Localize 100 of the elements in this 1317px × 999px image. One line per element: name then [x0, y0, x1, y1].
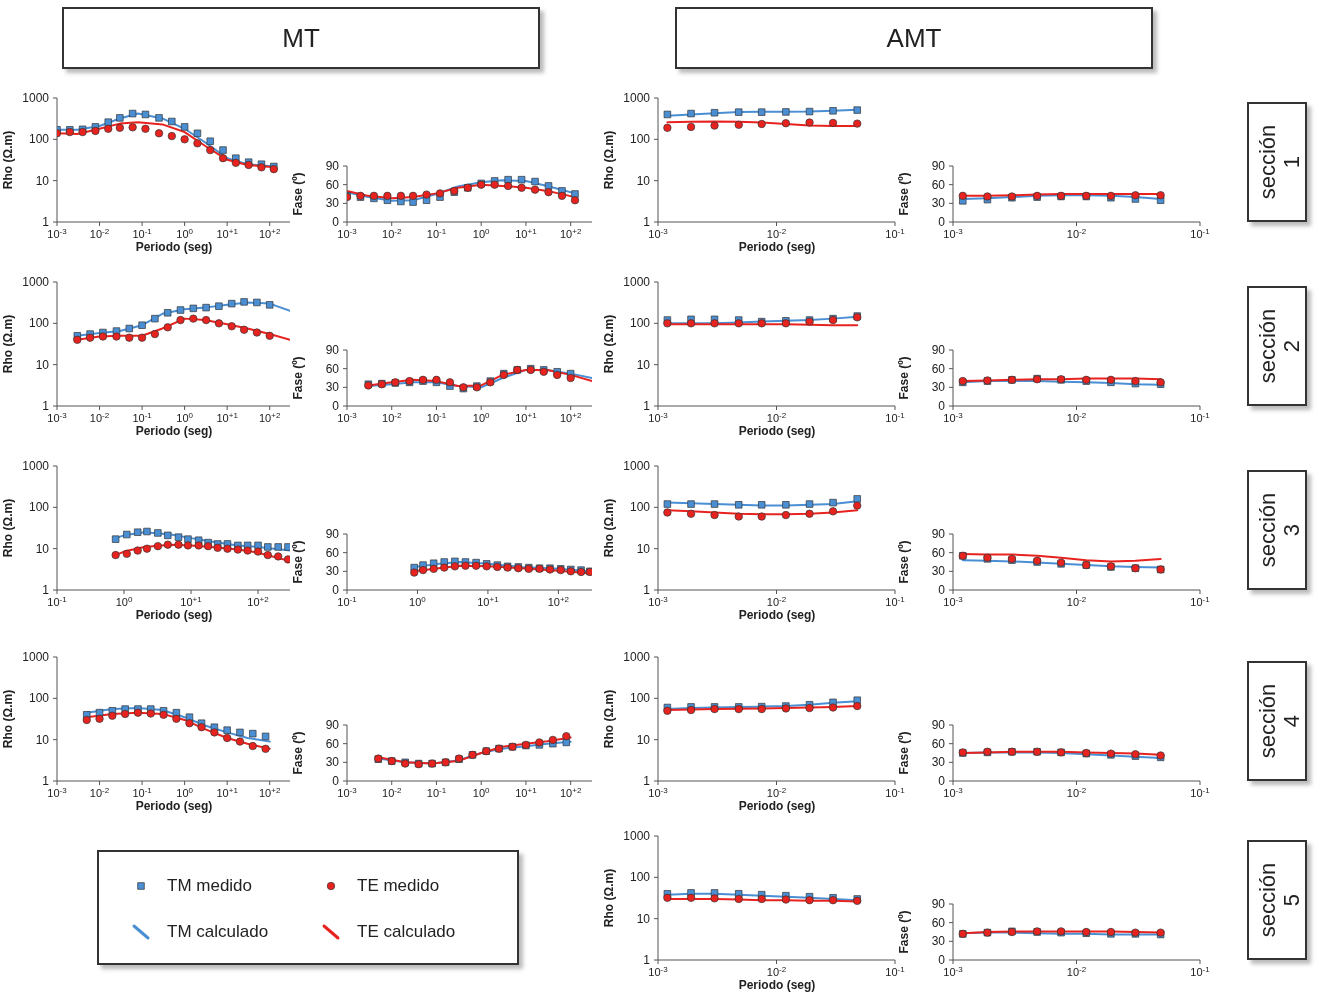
y-tick-label: 10 [35, 173, 50, 188]
y-tick-label: 0 [332, 215, 340, 229]
text: sección 4 [1255, 683, 1304, 759]
x-tick-label: 10$^{-2}$ [1066, 410, 1087, 424]
y-tick-label: 1 [643, 215, 651, 229]
legend-label: TE medido [357, 876, 440, 896]
y-tick-label: 10 [636, 541, 651, 556]
x-axis-title: Periodo (seg) [738, 240, 815, 254]
x-tick-label: 10$^{+1}$ [180, 594, 203, 608]
x-tick-label: 10$^{-2}$ [89, 785, 110, 799]
x-tick-label: 10$^{0}$ [176, 226, 194, 240]
y-tick-label: 1000 [22, 650, 50, 664]
text: sección 1 [1255, 124, 1304, 200]
x-axis-title: Periodo (seg) [135, 240, 212, 254]
y-axis-title: Fase (º) [291, 731, 305, 775]
y-tick-label: 60 [931, 361, 946, 376]
x-tick-label: 10$^{+2}$ [259, 785, 281, 799]
x-tick-label: 10$^{0}$ [176, 785, 194, 799]
y-tick-label: 1000 [22, 459, 50, 473]
y-tick-label: 60 [931, 177, 946, 192]
x-tick-label: 10$^{+2}$ [559, 226, 582, 240]
y-tick-label: 90 [931, 718, 946, 732]
x-tick-label: 10$^{-1}$ [132, 785, 153, 799]
x-tick-label: 10$^{-2}$ [766, 226, 787, 240]
y-tick-label: 60 [325, 736, 340, 751]
y-tick-label: 1 [42, 583, 50, 597]
text: AMT [675, 7, 1153, 69]
y-tick-label: 0 [332, 399, 340, 413]
y-tick-label: 60 [325, 177, 340, 192]
x-tick-label: 10$^{-1}$ [47, 594, 68, 608]
x-tick-label: 10$^{-3}$ [943, 594, 964, 608]
x-tick-label: 10$^{0}$ [409, 594, 427, 608]
x-tick-label: 10$^{-3}$ [47, 410, 68, 424]
y-tick-label: 60 [325, 361, 340, 376]
text: MT [62, 7, 540, 69]
x-tick-label: 10$^{+1}$ [515, 226, 538, 240]
y-tick-label: 100 [28, 132, 50, 147]
y-tick-label: 30 [931, 196, 946, 211]
x-tick-label: 10$^{-1}$ [885, 964, 906, 978]
y-tick-label: 30 [325, 380, 340, 395]
y-tick-label: 30 [325, 755, 340, 770]
y-tick-label: 10 [636, 732, 651, 747]
y-tick-label: 30 [931, 755, 946, 770]
x-tick-label: 10$^{-3}$ [943, 410, 964, 424]
text: sección 2 [1255, 308, 1304, 384]
x-tick-label: 10$^{0}$ [176, 410, 194, 424]
x-tick-label: 10$^{0}$ [472, 226, 491, 240]
y-tick-label: 1 [643, 774, 651, 788]
y-tick-label: 100 [629, 500, 651, 515]
x-tick-label: 10$^{-2}$ [766, 964, 787, 978]
x-tick-label: 10$^{-3}$ [337, 785, 358, 799]
x-tick-label: 10$^{-1}$ [337, 594, 358, 608]
x-tick-label: 10$^{-2}$ [382, 785, 402, 799]
x-tick-label: 10$^{-2}$ [1066, 785, 1087, 799]
y-axis-title: Fase (º) [291, 172, 305, 216]
x-tick-label: 10$^{-1}$ [426, 226, 447, 240]
x-tick-label: 10$^{0}$ [115, 594, 133, 608]
y-tick-label: 100 [28, 316, 50, 331]
x-tick-label: 10$^{-2}$ [1066, 594, 1087, 608]
y-tick-label: 100 [28, 500, 50, 515]
text: sección 3 [1255, 492, 1304, 568]
y-tick-label: 60 [931, 545, 946, 560]
x-axis-title: Periodo (seg) [738, 978, 815, 992]
x-tick-label: 10$^{-2}$ [382, 410, 402, 424]
y-tick-label: 1000 [623, 650, 651, 664]
x-tick-label: 10$^{-3}$ [943, 785, 964, 799]
x-tick-label: 10$^{-1}$ [1190, 594, 1211, 608]
x-tick-label: 10$^{-2}$ [89, 410, 110, 424]
y-axis-title: Rho (Ω.m) [1, 689, 15, 749]
y-axis-title: Fase (º) [291, 540, 305, 584]
x-tick-label: 10$^{-3}$ [648, 410, 669, 424]
x-tick-label: 10$^{-2}$ [766, 594, 787, 608]
x-tick-label: 10$^{-1}$ [885, 785, 906, 799]
y-axis-title: Rho (Ω.m) [602, 689, 616, 749]
y-axis-title: Fase (º) [897, 356, 911, 400]
y-tick-label: 10 [35, 357, 50, 372]
y-tick-label: 90 [931, 159, 946, 173]
y-tick-label: 30 [325, 564, 340, 579]
y-tick-label: 30 [325, 196, 340, 211]
x-tick-label: 10$^{+1}$ [216, 226, 239, 240]
y-tick-label: 100 [629, 132, 651, 147]
y-axis-title: Rho (Ω.m) [602, 314, 616, 374]
x-tick-label: 10$^{-3}$ [47, 226, 68, 240]
text: sección 5 [1255, 862, 1304, 938]
x-tick-label: 10$^{+2}$ [259, 226, 281, 240]
x-axis-title: Periodo (seg) [738, 799, 815, 813]
x-tick-label: 10$^{0}$ [472, 785, 491, 799]
y-axis-title: Rho (Ω.m) [1, 314, 15, 374]
x-tick-label: 10$^{-1}$ [1190, 226, 1211, 240]
x-tick-label: 10$^{-3}$ [648, 785, 669, 799]
y-tick-label: 10 [636, 911, 651, 926]
x-tick-label: 10$^{0}$ [472, 410, 491, 424]
y-tick-label: 0 [332, 583, 340, 597]
y-tick-label: 1000 [623, 459, 651, 473]
y-tick-label: 90 [325, 527, 340, 541]
y-tick-label: 90 [325, 343, 340, 357]
x-tick-label: 10$^{-2}$ [766, 410, 787, 424]
y-tick-label: 10 [636, 173, 651, 188]
x-tick-label: 10$^{-1}$ [885, 410, 906, 424]
y-tick-label: 60 [931, 915, 946, 930]
